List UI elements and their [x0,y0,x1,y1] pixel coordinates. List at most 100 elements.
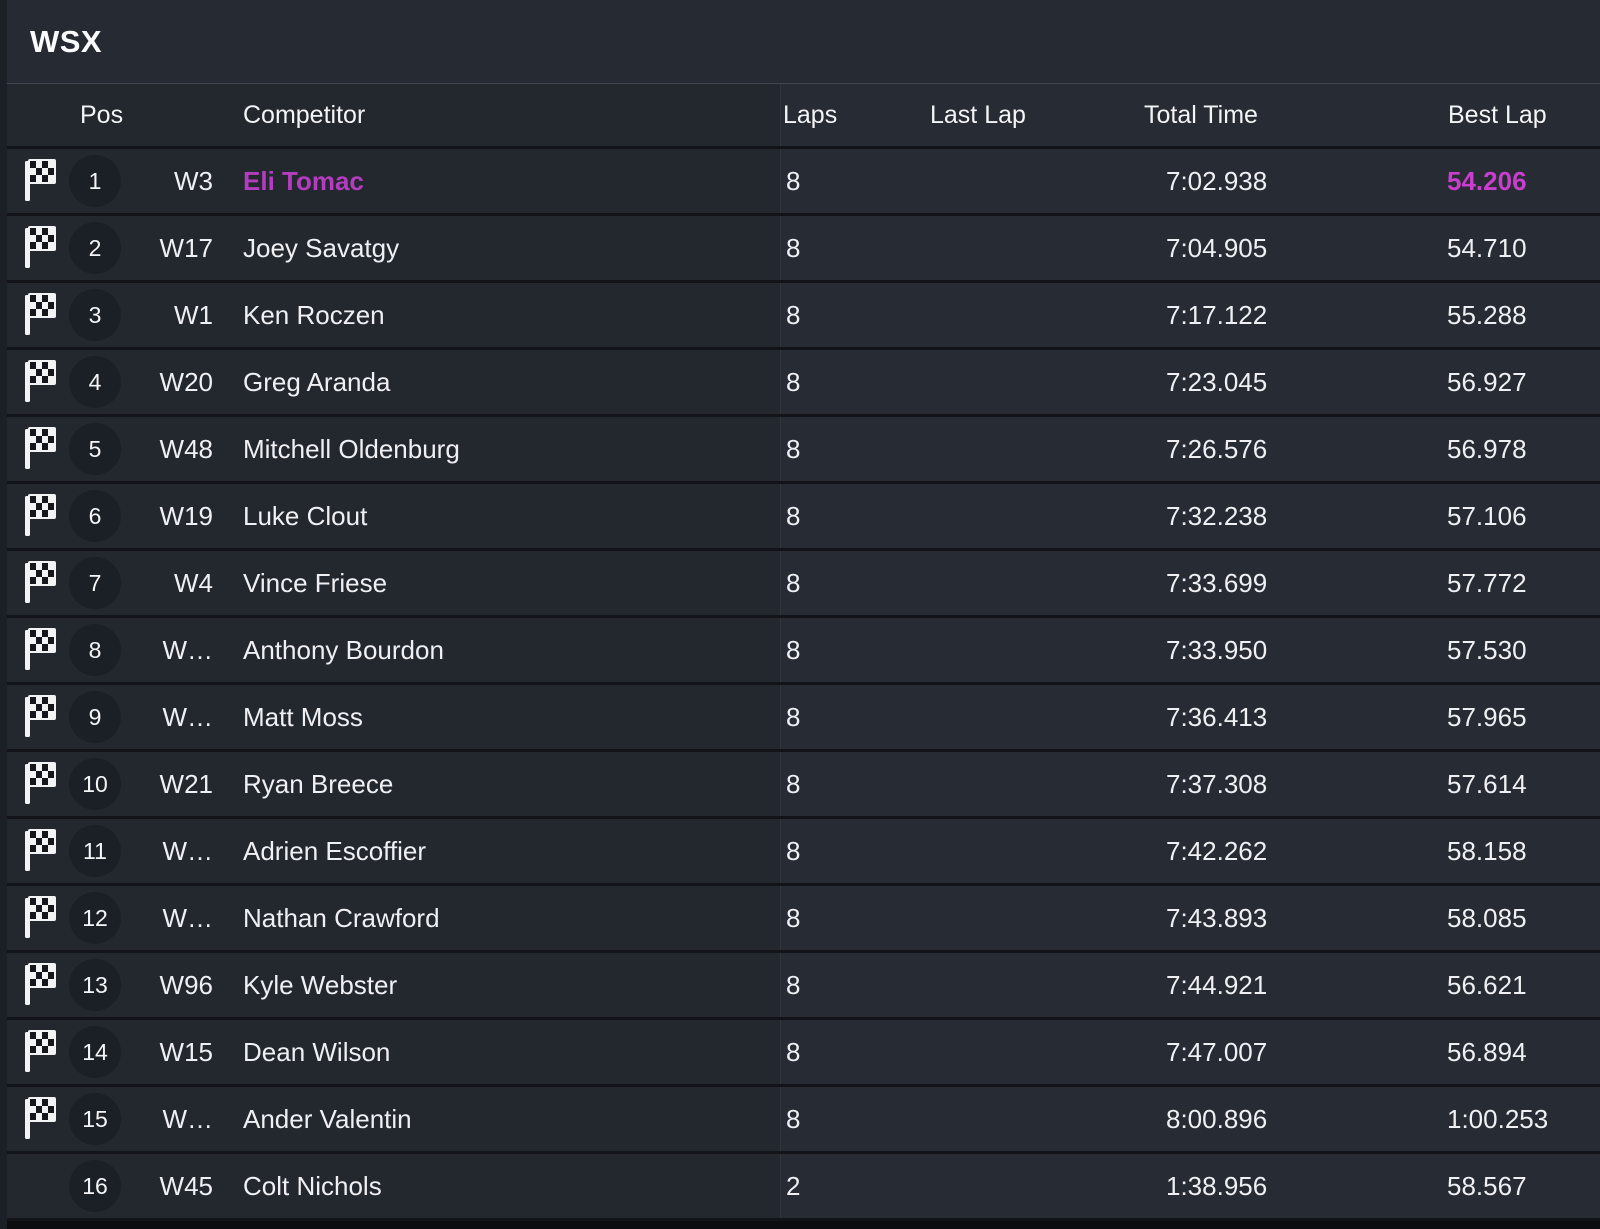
laps-value: 8 [786,768,801,799]
total-time-value: 7:43.893 [1166,902,1268,933]
competitor-number: W4 [174,567,213,598]
competitor-number: W3 [174,165,213,196]
best-lap-value: 57.772 [1447,567,1527,598]
competitor-number: W… [162,634,213,665]
table-row[interactable]: 13 W96 Kyle Webster 8 7:44.921 56.621 [0,953,1600,1020]
table-row[interactable]: 4 W20 Greg Aranda 8 7:23.045 56.927 [0,350,1600,417]
total-time-value: 7:37.308 [1166,768,1268,799]
laps-value: 8 [786,1036,801,1067]
position-number: 5 [88,435,102,462]
page-title: WSX [30,23,103,59]
table-row[interactable]: 2 W17 Joey Savatgy 8 7:04.905 54.710 [0,216,1600,283]
checkered-flag-icon [22,752,58,816]
checkered-flag-icon [22,216,58,280]
table-row[interactable]: 5 W48 Mitchell Oldenburg 8 7:26.576 56.9… [0,417,1600,484]
checkered-flag-icon [22,1087,58,1151]
laps-value: 8 [786,902,801,933]
checkered-flag-icon [22,149,58,213]
competitor-number: W… [162,902,213,933]
best-lap-value: 56.927 [1447,366,1527,397]
competitor-number: W21 [159,768,213,799]
competitor-name: Adrien Escoffier [243,835,427,866]
total-time-value: 7:17.122 [1166,299,1268,330]
total-time-value: 7:02.938 [1166,165,1268,196]
position-badge: 6 [69,490,121,542]
checkered-flag-icon [22,551,58,615]
competitor-name: Dean Wilson [243,1036,391,1067]
competitor-name: Matt Moss [243,701,363,732]
competitor-name: Vince Friese [243,567,388,598]
table-row[interactable]: 1 W3 Eli Tomac 8 7:02.938 54.206 [0,149,1600,216]
position-number: 1 [88,167,102,194]
position-badge: 3 [69,289,121,341]
table-header: Pos Competitor Laps Last Lap Total Time … [0,84,1600,149]
competitor-name: Luke Clout [243,500,368,531]
table-row[interactable]: 10 W21 Ryan Breece 8 7:37.308 57.614 [0,752,1600,819]
best-lap-value: 57.614 [1447,768,1527,799]
total-time-value: 1:38.956 [1166,1170,1268,1201]
position-number: 4 [88,368,102,395]
position-badge: 11 [69,825,121,877]
position-badge: 1 [69,155,121,207]
table-row[interactable]: 6 W19 Luke Clout 8 7:32.238 57.106 [0,484,1600,551]
position-badge: 9 [69,691,121,743]
position-badge: 2 [69,222,121,274]
laps-value: 8 [786,701,801,732]
checkered-flag-icon [22,819,58,883]
laps-value: 8 [786,1103,801,1134]
laps-value: 8 [786,433,801,464]
checkered-flag-icon [22,283,58,347]
best-lap-value: 56.894 [1447,1036,1527,1067]
total-time-value: 7:26.576 [1166,433,1268,464]
table-row[interactable]: 9 W… Matt Moss 8 7:36.413 57.965 [0,685,1600,752]
best-lap-value: 58.085 [1447,902,1527,933]
table-row[interactable]: 14 W15 Dean Wilson 8 7:47.007 56.894 [0,1020,1600,1087]
competitor-name: Greg Aranda [243,366,391,397]
competitor-number: W1 [174,299,213,330]
total-time-value: 7:47.007 [1166,1036,1268,1067]
position-number: 9 [88,703,102,730]
best-lap-value: 54.206 [1447,165,1527,196]
header-frozen-pane: Pos Competitor [0,84,780,146]
table-row[interactable]: 3 W1 Ken Roczen 8 7:17.122 55.288 [0,283,1600,350]
table-row[interactable]: 8 W… Anthony Bourdon 8 7:33.950 57.530 [0,618,1600,685]
table-row[interactable]: 15 W… Ander Valentin 8 8:00.896 1:00.253 [0,1087,1600,1154]
checkered-flag-icon [22,417,58,481]
competitor-number: W… [162,1103,213,1134]
position-badge: 8 [69,624,121,676]
position-number: 7 [88,569,102,596]
laps-value: 8 [786,165,801,196]
table-row[interactable]: 11 W… Adrien Escoffier 8 7:42.262 58.158 [0,819,1600,886]
competitor-name: Kyle Webster [243,969,398,1000]
position-badge: 14 [69,1026,121,1078]
position-badge: 4 [69,356,121,408]
competitor-name: Eli Tomac [243,165,364,196]
total-time-value: 7:33.699 [1166,567,1268,598]
best-lap-value: 54.710 [1447,232,1527,263]
best-lap-value: 1:00.253 [1447,1103,1549,1134]
checkered-flag-icon [22,685,58,749]
position-badge: 15 [69,1093,121,1145]
table-row[interactable]: 12 W… Nathan Crawford 8 7:43.893 58.085 [0,886,1600,953]
laps-value: 8 [786,500,801,531]
competitor-number: W45 [159,1170,213,1201]
table-row[interactable]: 16 W45 Colt Nichols 2 1:38.956 58.567 [0,1154,1600,1221]
laps-value: 2 [786,1170,801,1201]
column-header-total-time: Total Time [1144,100,1258,129]
checkered-flag-icon [22,350,58,414]
position-number: 12 [82,904,108,931]
position-number: 13 [82,971,108,998]
position-badge: 5 [69,423,121,475]
window-left-edge [0,0,7,1229]
column-header-laps: Laps [783,100,838,129]
competitor-number: W17 [159,232,213,263]
total-time-value: 7:32.238 [1166,500,1268,531]
competitor-name: Mitchell Oldenburg [243,433,460,464]
results-table-body: 1 W3 Eli Tomac 8 7:02.938 54.206 [0,149,1600,1221]
competitor-number: W… [162,701,213,732]
competitor-name: Anthony Bourdon [243,634,444,665]
competitor-name: Joey Savatgy [243,232,400,263]
competitor-number: W96 [159,969,213,1000]
table-row[interactable]: 7 W4 Vince Friese 8 7:33.699 57.772 [0,551,1600,618]
laps-value: 8 [786,567,801,598]
